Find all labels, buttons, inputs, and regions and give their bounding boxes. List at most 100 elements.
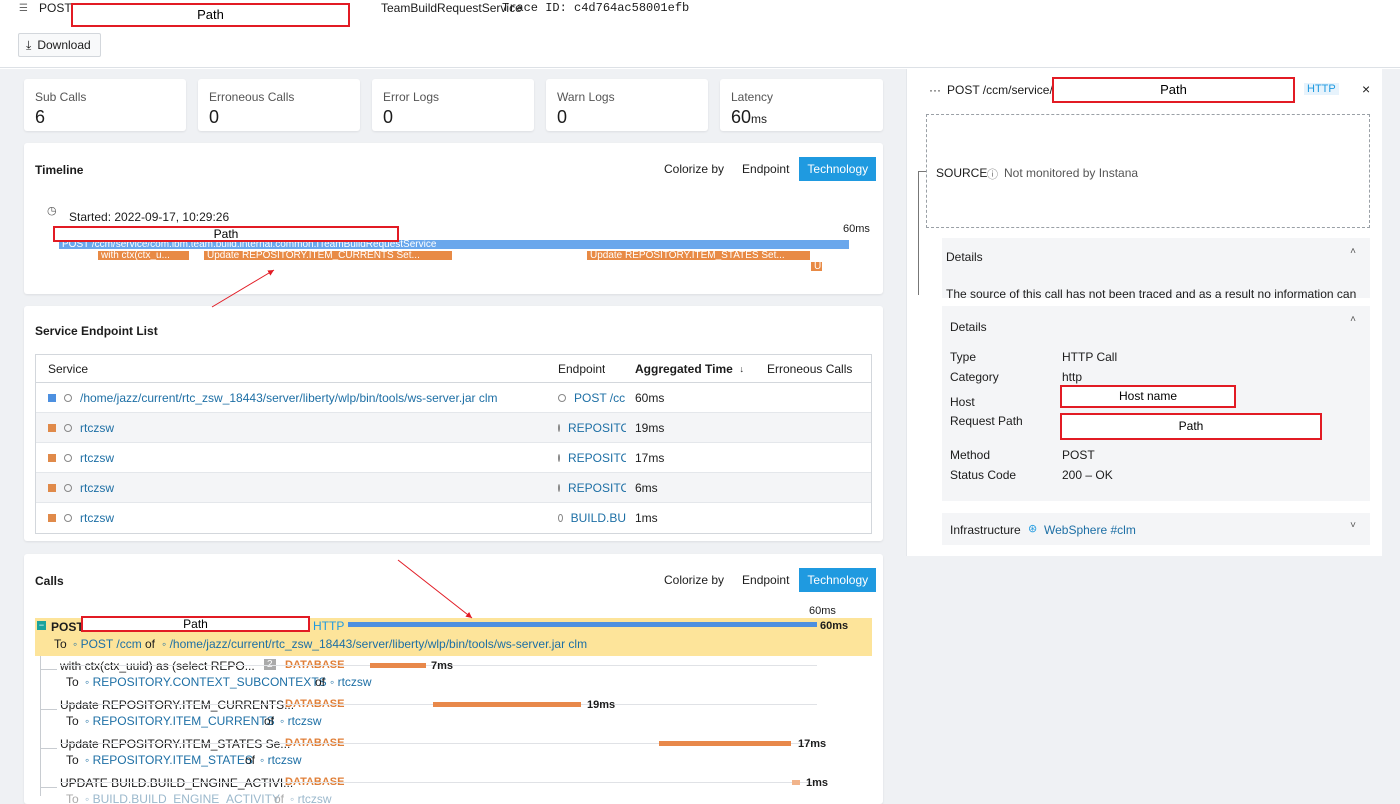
calls-title: Calls: [35, 574, 64, 588]
request-path-redacted: Path: [1060, 413, 1322, 440]
source-box: SOURCE ⓘ Not monitored by Instana: [926, 114, 1370, 228]
calls-card: Calls Colorize by Endpoint Technology 60…: [24, 554, 883, 804]
tech-color-swatch: [48, 483, 56, 492]
chevron-up-icon[interactable]: ˄: [1350, 314, 1356, 325]
table-header: Service Endpoint Aggregated Time ↓ Erron…: [36, 355, 871, 383]
calls-duration: 60ms: [809, 605, 836, 617]
tree-line: [40, 709, 57, 710]
timeline-span[interactable]: U: [811, 262, 822, 271]
tech-color-swatch: [48, 453, 56, 462]
colorize-endpoint-button[interactable]: Endpoint: [742, 573, 790, 587]
stat-latency: Latency 60ms: [720, 79, 883, 131]
call-row[interactable]: Update REPOSITORY.ITEM_CURRENTS... DATAB…: [60, 697, 872, 733]
timeline-span[interactable]: with ctx(ctx_u...: [98, 251, 189, 260]
tree-line: [40, 669, 57, 670]
chevron-down-icon[interactable]: ˅: [1350, 520, 1356, 531]
call-row-root[interactable]: − POST Path HTTP 60ms To ◦ POST /ccm of …: [35, 616, 872, 656]
tech-color-swatch: [48, 393, 56, 402]
table-row[interactable]: rtczsw REPOSITO 19ms: [36, 413, 871, 443]
download-icon: ⤓: [26, 37, 32, 52]
details-section-2: Details ˄ Type HTTP Call Category http H…: [942, 306, 1370, 501]
sort-desc-icon: ↓: [739, 363, 744, 374]
infra-link[interactable]: WebSphere #clm: [1044, 523, 1136, 537]
details-section-1: Details ˄ The source of this call has no…: [942, 238, 1370, 301]
timeline-span[interactable]: Update REPOSITORY.ITEM_CURRENTS Set...: [204, 251, 452, 260]
timeline-redacted-path: Path: [53, 226, 399, 242]
col-erroneous-calls[interactable]: Erroneous Calls: [767, 361, 853, 376]
endpoint-icon: [558, 483, 560, 492]
main-area: Sub Calls 6 Erroneous Calls 0 Error Logs 0 …: [0, 69, 1400, 804]
colorize-technology-button[interactable]: Technology: [799, 157, 877, 181]
host-redacted: Host name: [1060, 385, 1236, 408]
call-bar: [792, 780, 800, 785]
service-icon: [64, 453, 72, 462]
stat-warn-logs: Warn Logs 0: [546, 79, 708, 131]
service-icon: [64, 514, 72, 522]
table-row[interactable]: rtczsw REPOSITO 17ms: [36, 443, 871, 473]
timeline-started: Started: 2022-09-17, 10:29:26: [69, 210, 230, 224]
call-bar: [659, 741, 791, 746]
infrastructure-section[interactable]: Infrastructure ⊛ WebSphere #clm ˅: [942, 513, 1370, 545]
stat-sub-calls: Sub Calls 6: [24, 79, 186, 131]
colorize-technology-button[interactable]: Technology: [799, 568, 877, 592]
panel-title: POST /ccm/service/: [947, 83, 1053, 97]
endpoint-table: Service Endpoint Aggregated Time ↓ Erron…: [35, 354, 872, 534]
tech-color-swatch: [48, 514, 56, 522]
call-row[interactable]: UPDATE BUILD.BUILD_ENGINE_ACTIVI... DATA…: [60, 776, 829, 804]
stat-error-logs: Error Logs 0: [372, 79, 534, 131]
call-endpoint-link[interactable]: ◦ POST /ccm: [73, 637, 142, 651]
endpoint-list-title: Service Endpoint List: [35, 324, 158, 338]
call-redacted-path: Path: [81, 616, 310, 632]
col-endpoint[interactable]: Endpoint: [558, 361, 606, 376]
trace-icon: ☰: [19, 3, 28, 14]
table-row[interactable]: rtczsw REPOSITO 6ms: [36, 473, 871, 503]
tree-line: [40, 748, 57, 749]
info-icon: ⓘ: [987, 169, 998, 181]
endpoint-icon: [558, 514, 563, 522]
header-method: POST: [39, 1, 72, 15]
close-icon[interactable]: ×: [1362, 81, 1371, 97]
panel-type-badge: HTTP: [1304, 83, 1339, 95]
header-service: TeamBuildRequestService: [381, 1, 522, 15]
call-detail-panel: ··· POST /ccm/service/ Path HTTP × SOURC…: [906, 69, 1382, 556]
redacted-path: Path: [71, 3, 350, 27]
connector-line: [918, 171, 919, 295]
call-row[interactable]: Update REPOSITORY.ITEM_STATES Se... DATA…: [60, 737, 827, 767]
clock-icon: ◷: [47, 205, 57, 217]
call-service-link[interactable]: ◦ /home/jazz/current/rtc_zsw_18443/serve…: [162, 637, 588, 651]
timeline-title: Timeline: [35, 163, 84, 177]
connector-line: [918, 171, 926, 172]
timeline-card: Timeline Colorize by Endpoint Technology…: [24, 143, 883, 294]
chevron-up-icon[interactable]: ˄: [1350, 246, 1356, 257]
table-row[interactable]: rtczsw BUILD.BU 1ms: [36, 503, 871, 533]
websphere-icon: ⊛: [1028, 523, 1038, 535]
call-row[interactable]: with ctx(ctx_uuid) as (select REPO... 2 …: [60, 658, 872, 694]
timeline-duration: 60ms: [843, 223, 870, 235]
colorize-endpoint-button[interactable]: Endpoint: [742, 162, 790, 176]
endpoint-icon: [558, 453, 560, 462]
timeline-colorize: Colorize by Endpoint Technology: [664, 157, 877, 181]
stat-erroneous-calls: Erroneous Calls 0: [198, 79, 360, 131]
col-service[interactable]: Service: [48, 361, 89, 376]
endpoint-icon: [558, 393, 566, 402]
service-icon: [64, 483, 72, 492]
trace-header: ☰ POST Path TeamBuildRequestService Trac…: [0, 0, 1400, 68]
timeline-root-span[interactable]: POST /ccm/service/com.ibm.team.build.int…: [59, 240, 849, 249]
service-icon: [64, 393, 72, 402]
table-row[interactable]: /home/jazz/current/rtc_zsw_18443/server/…: [36, 383, 871, 413]
call-bar: [348, 622, 817, 627]
count-badge: 2: [264, 659, 276, 670]
collapse-icon[interactable]: −: [37, 620, 46, 630]
endpoint-list-card: Service Endpoint List Service Endpoint A…: [24, 306, 883, 541]
timeline-span[interactable]: Update REPOSITORY.ITEM_STATES Set...: [587, 251, 810, 260]
panel-redacted-path: Path: [1052, 77, 1295, 103]
more-icon[interactable]: ···: [929, 83, 941, 97]
call-bar: [433, 702, 581, 707]
calls-colorize: Colorize by Endpoint Technology: [664, 568, 877, 592]
service-icon: [64, 423, 72, 432]
call-type: HTTP: [313, 619, 345, 633]
trace-id: Trace ID: c4d764ac58001efb: [502, 1, 690, 15]
tree-line: [40, 656, 41, 796]
col-aggregated-time[interactable]: Aggregated Time ↓: [635, 361, 744, 376]
download-button[interactable]: ⤓ Download: [18, 33, 101, 57]
